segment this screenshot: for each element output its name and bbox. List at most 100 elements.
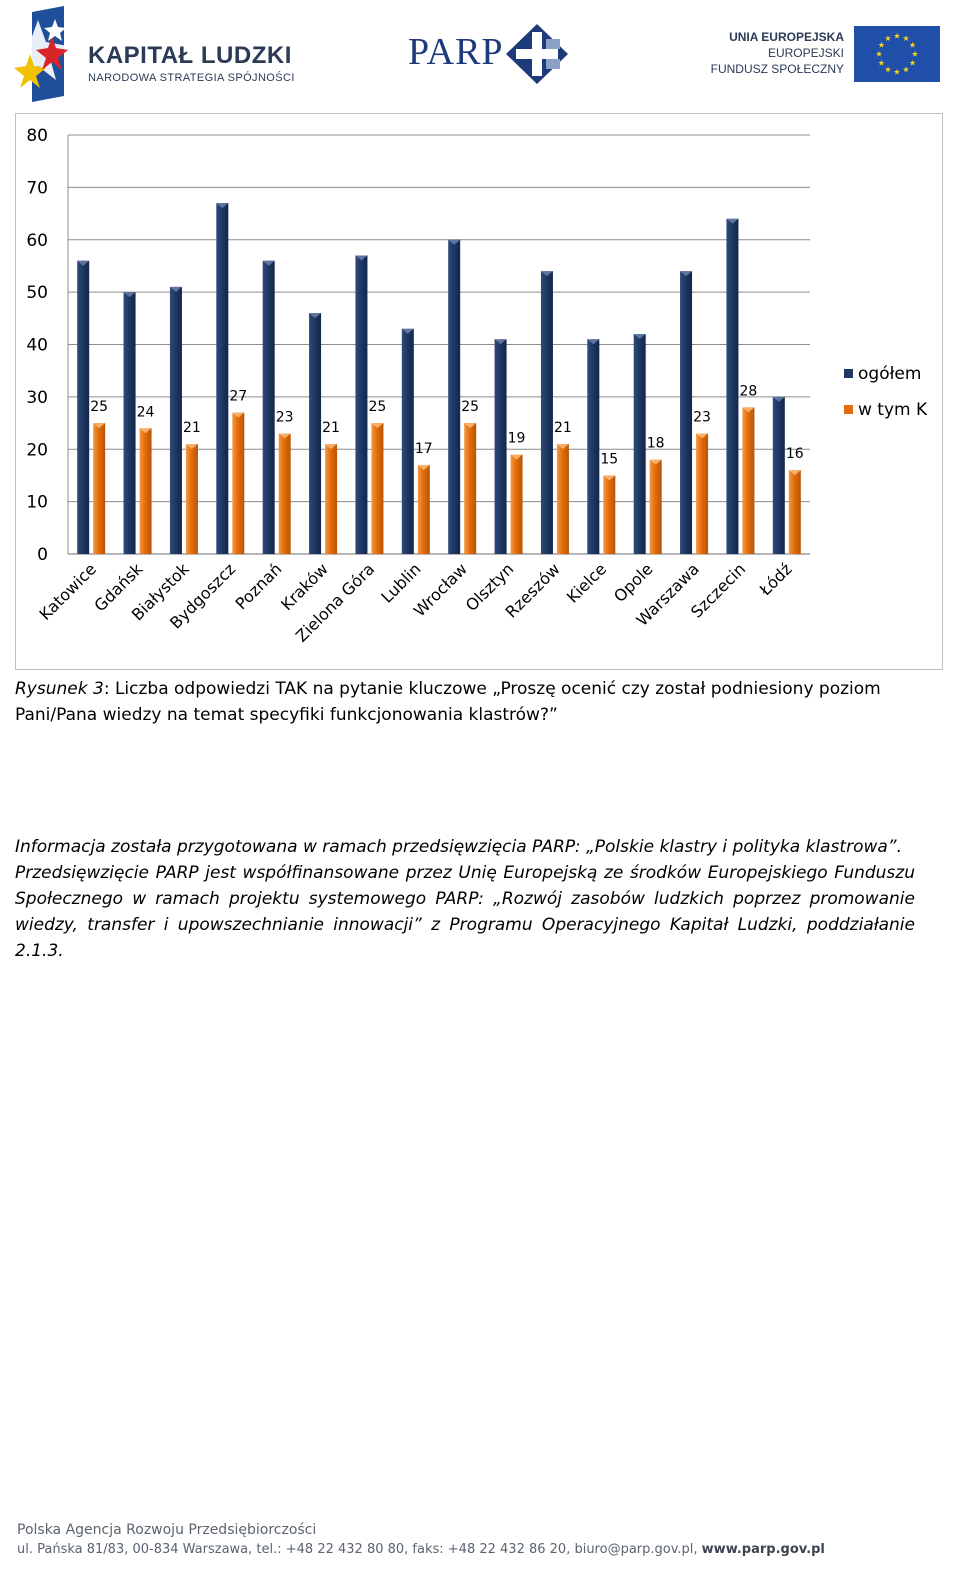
data-label: 21 xyxy=(183,420,201,436)
y-tick-label: 70 xyxy=(26,178,48,198)
eu-star-icon xyxy=(884,66,892,73)
eu-line2: EUROPEJSKI xyxy=(767,46,844,60)
bar-bevel xyxy=(540,271,553,277)
bar-bevel xyxy=(232,412,245,418)
y-tick-label: 0 xyxy=(37,545,48,565)
bar-bevel xyxy=(262,260,275,266)
data-label: 25 xyxy=(369,399,387,415)
page-footer: Polska Agencja Rozwoju Przedsiębiorczośc… xyxy=(17,1520,947,1560)
bar-bevel xyxy=(278,433,291,439)
bar-bevel xyxy=(556,444,569,450)
bar-bevel xyxy=(401,328,414,334)
eu-star-icon xyxy=(893,32,901,39)
bar-bevel xyxy=(371,423,384,429)
bar-bevel xyxy=(216,203,229,209)
bar-w-tym-k xyxy=(371,423,384,554)
bar-bevel xyxy=(309,313,322,319)
bar-w-tym-k xyxy=(93,423,106,554)
data-label: 23 xyxy=(693,410,711,426)
eu-star-icon xyxy=(909,59,916,66)
bar-bevel xyxy=(603,475,616,481)
bar-bevel xyxy=(464,423,477,429)
eu-line3: FUNDUSZ SPOŁECZNY xyxy=(710,62,844,76)
x-tick-label: Katowice xyxy=(35,559,100,624)
y-tick-label: 60 xyxy=(26,231,48,251)
data-label: 16 xyxy=(786,446,804,462)
bar-w-tym-k xyxy=(556,444,569,554)
bar-bevel xyxy=(788,470,801,476)
x-tick-label: Poznań xyxy=(232,559,286,613)
data-label: 27 xyxy=(229,389,247,405)
figure-caption: Rysunek 3: Liczba odpowiedzi TAK na pyta… xyxy=(15,676,915,728)
bar-bevel xyxy=(325,444,338,450)
bar-w-tym-k xyxy=(788,470,801,554)
data-label: 23 xyxy=(276,410,294,426)
x-tick-label: Łódź xyxy=(755,559,796,600)
bar-bevel xyxy=(680,271,693,277)
bar-bevel xyxy=(772,396,785,402)
eu-star-icon xyxy=(909,41,916,48)
eu-star-icon xyxy=(902,66,910,73)
kapital-ludzki-emblem-icon xyxy=(8,6,68,102)
legend-swatch xyxy=(844,405,853,414)
bar-bevel xyxy=(355,255,368,261)
kapital-ludzki-subtitle: NARODOWA STRATEGIA SPÓJNOŚCI xyxy=(88,72,295,84)
data-label: 28 xyxy=(740,383,758,399)
y-tick-label: 80 xyxy=(26,126,48,146)
bar-ogolem xyxy=(494,339,507,554)
data-label: 19 xyxy=(508,430,526,446)
legend-label: ogółem xyxy=(858,364,921,384)
bar-w-tym-k xyxy=(649,459,662,554)
footer-address-text: ul. Pańska 81/83, 00-834 Warszawa, tel.:… xyxy=(17,1542,702,1557)
eu-star-icon xyxy=(878,41,885,48)
eu-line1: UNIA EUROPEJSKA xyxy=(729,30,844,44)
bar-bevel xyxy=(123,292,136,298)
bar-w-tym-k xyxy=(603,475,616,554)
parp-wordmark: PARP xyxy=(408,31,504,73)
info-paragraph-1: Informacja została przygotowana w ramach… xyxy=(15,837,902,857)
bar-ogolem xyxy=(540,271,553,554)
bar-ogolem xyxy=(587,339,600,554)
bar-ogolem xyxy=(448,239,461,554)
eu-star-icon xyxy=(911,50,919,57)
bar-ogolem xyxy=(123,292,136,554)
bar-w-tym-k xyxy=(139,428,152,554)
data-label: 25 xyxy=(461,399,479,415)
legend-swatch xyxy=(844,369,853,378)
info-text: Informacja została przygotowana w ramach… xyxy=(15,834,915,964)
eu-star-icon xyxy=(893,68,901,75)
bar-ogolem xyxy=(355,255,368,554)
y-tick-label: 40 xyxy=(26,336,48,356)
eu-flag-icon xyxy=(854,26,940,82)
bar-bevel xyxy=(185,444,198,450)
data-label: 24 xyxy=(137,404,155,420)
bar-ogolem xyxy=(309,313,322,554)
footer-website-link[interactable]: www.parp.gov.pl xyxy=(701,1542,825,1557)
bar-ogolem xyxy=(772,396,785,554)
bar-ogolem xyxy=(169,286,182,554)
bar-bevel xyxy=(77,260,90,266)
bar-bevel xyxy=(494,339,507,345)
parp-emblem-icon xyxy=(506,24,568,84)
info-paragraph-2: Przedsięwzięcie PARP jest współfinansowa… xyxy=(15,863,915,961)
x-tick-label: Kielce xyxy=(563,559,610,606)
bar-bevel xyxy=(696,433,709,439)
data-label: 17 xyxy=(415,441,433,457)
y-tick-label: 10 xyxy=(26,493,48,513)
chart-svg: 0102030405060708025Katowice24Gdańsk21Bia… xyxy=(26,126,928,646)
bar-w-tym-k xyxy=(278,433,291,554)
footer-address: ul. Pańska 81/83, 00-834 Warszawa, tel.:… xyxy=(17,1540,947,1560)
bar-w-tym-k xyxy=(510,454,523,554)
bar-bevel xyxy=(510,454,523,460)
parp-logo: PARP xyxy=(408,22,578,84)
bar-bevel xyxy=(633,334,646,340)
data-label: 15 xyxy=(600,451,618,467)
caption-label: Rysunek 3 xyxy=(15,679,104,699)
bar-w-tym-k xyxy=(464,423,477,554)
data-label: 25 xyxy=(90,399,108,415)
bar-bevel xyxy=(93,423,106,429)
y-tick-label: 50 xyxy=(26,283,48,303)
eu-logo: UNIA EUROPEJSKA EUROPEJSKI FUNDUSZ SPOŁE… xyxy=(710,26,940,86)
bar-ogolem xyxy=(726,218,739,555)
bar-w-tym-k xyxy=(232,412,245,554)
